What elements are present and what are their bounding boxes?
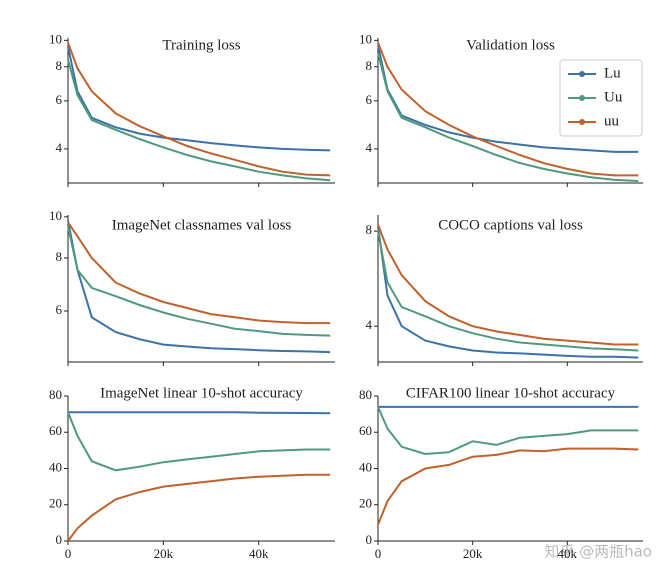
y-tick-label: 20	[49, 496, 62, 511]
legend-box	[559, 59, 643, 137]
chart-title: Validation loss	[466, 37, 555, 53]
line-series	[67, 221, 331, 325]
y-tick-label: 80	[359, 387, 372, 402]
y-tick-label: 4	[366, 317, 373, 332]
x-tick-label: 40k	[249, 546, 269, 561]
line-series	[377, 224, 639, 346]
line-series	[67, 411, 331, 472]
y-tick-label: 6	[366, 92, 373, 107]
y-tick-label: 8	[56, 58, 63, 73]
y-tick-label: 10	[49, 208, 62, 223]
y-tick-label: 20	[359, 496, 372, 511]
x-tick-label: 0	[375, 546, 382, 561]
line-series	[377, 52, 639, 182]
line-series	[67, 59, 331, 182]
x-tick-label: 0	[65, 546, 72, 561]
line-series	[67, 220, 331, 354]
legend-label: uu	[604, 113, 620, 129]
line-series	[67, 42, 331, 177]
y-tick-label: 80	[49, 387, 62, 402]
legend-marker	[579, 119, 585, 125]
line-series	[67, 226, 331, 337]
y-tick-label: 40	[359, 459, 372, 474]
watermark: 知乎 @两瓶hao	[544, 543, 652, 561]
legend-label: Uu	[604, 89, 623, 105]
y-tick-label: 60	[49, 423, 62, 438]
y-tick-label: 6	[56, 302, 63, 317]
line-series	[377, 406, 639, 456]
line-series	[67, 473, 331, 542]
y-tick-label: 60	[359, 423, 372, 438]
y-tick-label: 8	[366, 222, 373, 237]
y-tick-label: 8	[366, 58, 373, 73]
y-tick-label: 4	[366, 140, 373, 155]
x-tick-label: 40k	[558, 546, 578, 561]
legend-marker	[579, 71, 585, 77]
y-tick-label: 0	[366, 532, 373, 547]
line-series	[377, 42, 639, 177]
line-series	[68, 411, 331, 415]
y-tick-label: 10	[49, 31, 62, 46]
y-tick-label: 40	[49, 459, 62, 474]
y-tick-label: 4	[56, 140, 63, 155]
y-tick-label: 8	[56, 249, 63, 264]
y-tick-label: 6	[56, 92, 63, 107]
line-series	[377, 225, 639, 359]
y-tick-label: 0	[56, 532, 63, 547]
chart-title: COCO captions val loss	[438, 217, 583, 233]
line-series	[377, 447, 639, 526]
legend-marker	[579, 95, 585, 101]
chart-title: CIFAR100 linear 10-shot accuracy	[406, 385, 616, 401]
line-series	[377, 44, 639, 153]
chart-title: Training loss	[162, 37, 240, 53]
line-series	[377, 230, 639, 352]
legend-label: Lu	[604, 65, 621, 81]
chart-title: ImageNet classnames val loss	[112, 217, 292, 233]
chart-title: ImageNet linear 10-shot accuracy	[100, 385, 303, 401]
x-tick-label: 20k	[154, 546, 174, 561]
line-series	[67, 46, 331, 152]
x-tick-label: 20k	[463, 546, 483, 561]
y-tick-label: 10	[359, 31, 372, 46]
